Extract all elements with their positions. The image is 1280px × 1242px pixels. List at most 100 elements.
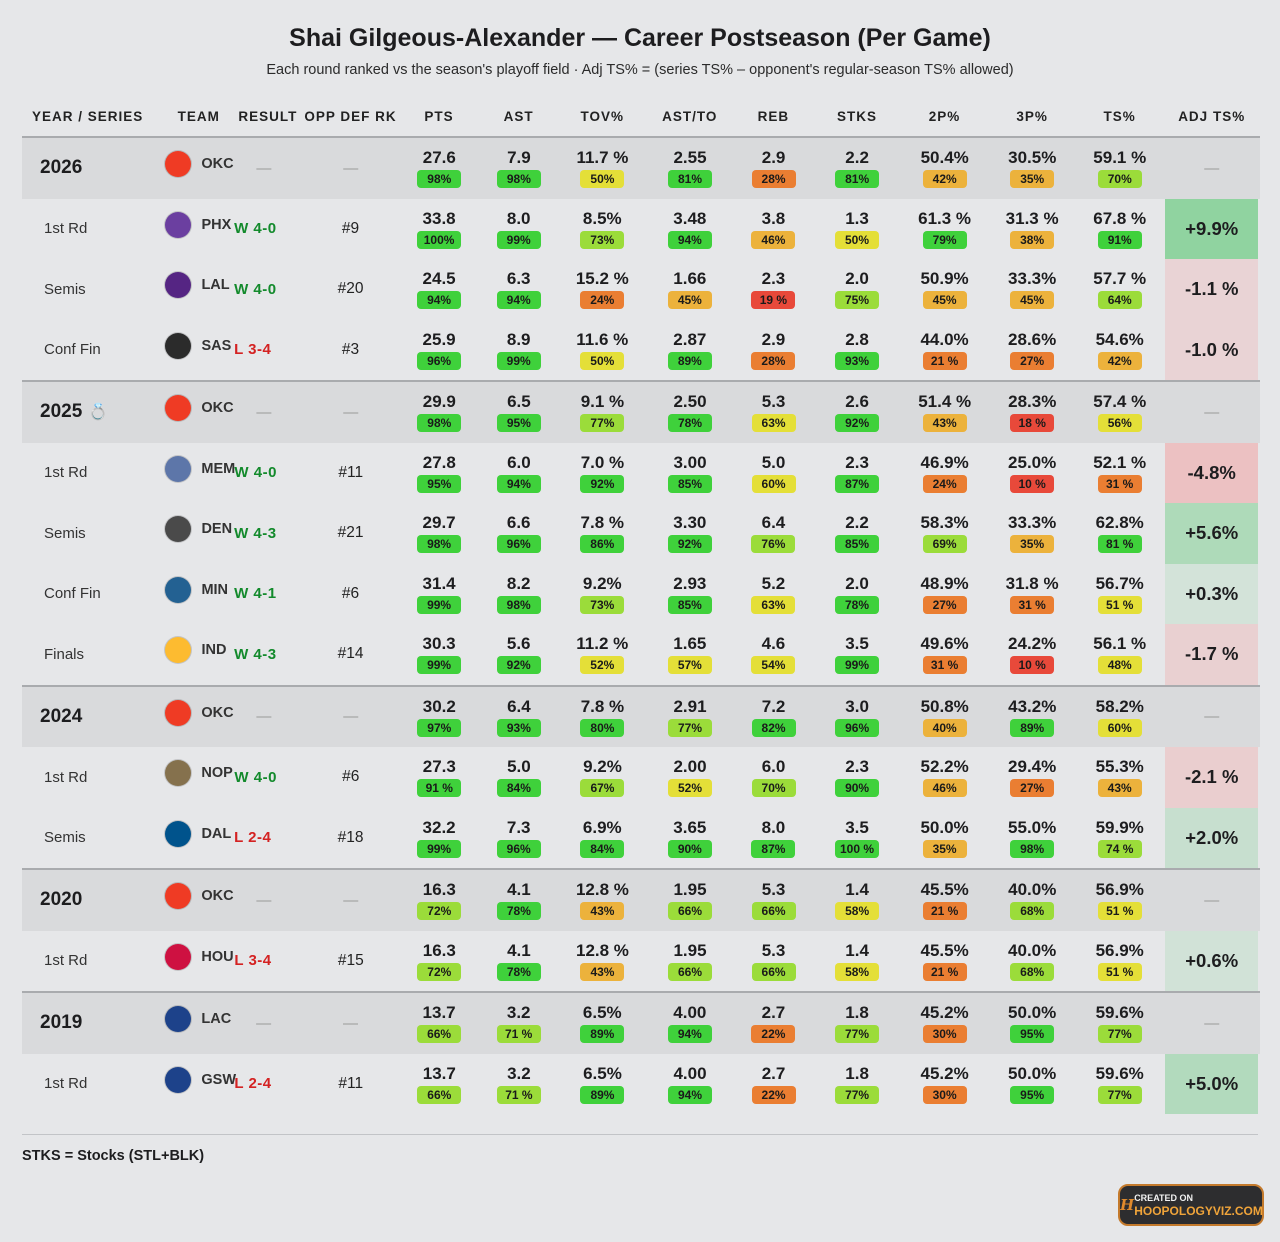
percentile-pill: 24% (922, 474, 967, 493)
column-header-0[interactable]: YEAR / SERIES (32, 108, 144, 124)
stat-value: 2.7 (761, 1003, 786, 1023)
stat-value: 1.4 (845, 940, 869, 960)
stat-value: 2.93 (673, 573, 707, 593)
column-header-13[interactable]: ADJ TS% (1178, 108, 1246, 124)
percentile-pill: 86% (580, 535, 625, 554)
stat-cell-stks: 2.0 75% (813, 259, 901, 320)
stat-value: 51.4 % (918, 392, 972, 412)
percentile-pill: 58% (835, 902, 880, 921)
adj-ts-cell: -4.8% (1163, 442, 1259, 503)
stat-value: 9.2% (583, 757, 622, 777)
stat-value: 2.6 (845, 392, 869, 412)
column-header-2[interactable]: RESULT (238, 108, 298, 124)
team-logo-icon (165, 1006, 192, 1033)
stat-cell-tov: 7.0 % 92% (559, 443, 647, 504)
adj-ts-cell: +5.0% (1163, 1053, 1259, 1114)
stat-cell-ts: 59.6% 77% (1076, 1054, 1164, 1115)
stat-cell-stks: 3.5 99% (813, 624, 901, 685)
adj-ts-cell: — (1164, 138, 1261, 199)
opp-def-rank: #14 (337, 645, 364, 663)
percentile-pill: 93% (835, 351, 880, 370)
stat-cell-p3: 29.4% 27% (988, 747, 1076, 808)
percentile-pill: 98% (417, 170, 462, 189)
stat-cell-ast: 8.2 98% (479, 564, 559, 625)
percentile-pill: 78% (667, 414, 712, 433)
column-header-9[interactable]: STKS (836, 108, 877, 124)
column-header-12[interactable]: TS% (1103, 108, 1136, 124)
stat-value: 2.9 (761, 329, 786, 349)
stat-cell-astto: 1.95 66% (646, 870, 734, 931)
column-header-5[interactable]: AST (503, 108, 534, 124)
percentile-pill: 71 % (496, 1025, 541, 1044)
adj-ts-value: +0.3% (1185, 582, 1239, 604)
stat-cell-pts: 30.2 97% (400, 687, 480, 748)
stat-cell-pts: 16.3 72% (400, 931, 480, 992)
percentile-pill: 91 % (417, 779, 462, 798)
percentile-pill: 38% (1010, 230, 1055, 249)
stat-value: 1.3 (845, 208, 869, 228)
result-cell: L 2-4 (232, 1054, 302, 1115)
season-year: 2026 (40, 157, 83, 179)
series-round: Semis (44, 829, 86, 847)
stat-cell-pts: 25.9 96% (399, 320, 479, 381)
stat-cell-astto: 4.00 94% (646, 993, 734, 1054)
badge-line1: CREATED ON (1134, 1193, 1194, 1203)
column-header-8[interactable]: REB (757, 108, 790, 124)
stat-value: 6.9% (582, 817, 622, 837)
percentile-pill: 79% (922, 230, 967, 249)
stat-value: 5.0 (761, 452, 786, 472)
stat-cell-stks: 1.4 58% (813, 931, 901, 992)
opp-def-rank: #15 (337, 951, 364, 969)
created-on-badge[interactable]: H CREATED ON HOOPOLOGYVIZ.COM (1118, 1184, 1264, 1226)
percentile-pill: 99% (496, 351, 541, 370)
stat-cell-ts: 62.8% 81 % (1076, 503, 1164, 564)
percentile-pill: 52% (667, 779, 712, 798)
opp-def-rank-cell: #20 (302, 259, 400, 320)
adj-ts-value: -1.0 % (1185, 338, 1239, 360)
team-cell: IND (157, 624, 232, 685)
stat-value: 62.8% (1095, 513, 1144, 533)
stat-cell-stks: 1.3 50% (813, 199, 901, 260)
adj-ts-value: — (1204, 891, 1220, 909)
team-abbreviation: IND (201, 642, 227, 659)
series-result: W 4-3 (234, 524, 277, 542)
percentile-pill: 18 % (1010, 414, 1055, 433)
percentile-pill: 22% (751, 1025, 796, 1044)
stat-value: 5.6 (506, 634, 531, 654)
stat-value: 2.8 (845, 329, 869, 349)
team-logo-icon (165, 455, 192, 482)
percentile-pill: 52% (580, 656, 625, 675)
column-header-11[interactable]: 3P% (1016, 108, 1048, 124)
column-header-3[interactable]: OPP DEF RK (304, 108, 397, 124)
row-label-cell: 1st Rd (22, 443, 157, 504)
team-logo-icon (165, 516, 192, 543)
column-header-1[interactable]: TEAM (177, 108, 220, 124)
result-cell: W 4-0 (232, 747, 302, 808)
stat-cell-reb: 2.7 22% (734, 1054, 814, 1115)
stat-value: 48.9% (920, 573, 969, 593)
adj-ts-value: -1.7 % (1185, 643, 1239, 665)
stat-value: 1.65 (673, 634, 707, 654)
column-header-4[interactable]: PTS (424, 108, 454, 124)
percentile-pill: 68% (1010, 962, 1055, 981)
stat-value: 3.2 (506, 1003, 531, 1023)
stat-value: 50.0% (1008, 1063, 1057, 1083)
percentile-pill: 70% (1097, 170, 1142, 189)
column-header-10[interactable]: 2P% (928, 108, 961, 124)
stat-value: 4.00 (673, 1003, 707, 1023)
column-header-6[interactable]: TOV% (580, 108, 624, 124)
stat-value: 4.6 (761, 634, 786, 654)
team-abbreviation: PHX (201, 216, 232, 233)
percentile-pill: 35% (1010, 535, 1055, 554)
opp-def-rank-cell: #14 (302, 624, 400, 685)
stat-cell-tov: 11.2 % 52% (559, 624, 647, 685)
stat-cell-p3: 40.0% 68% (988, 931, 1076, 992)
stat-cell-p3: 33.3% 45% (988, 259, 1076, 320)
column-header-7[interactable]: AST/TO (662, 108, 718, 124)
percentile-pill: 66% (751, 902, 796, 921)
stat-cell-pts: 29.9 98% (400, 382, 480, 443)
percentile-pill: 66% (667, 902, 712, 921)
percentile-pill: 94% (496, 291, 541, 310)
stat-value: 2.0 (845, 269, 869, 289)
opp-def-rank-cell: #15 (302, 931, 399, 992)
